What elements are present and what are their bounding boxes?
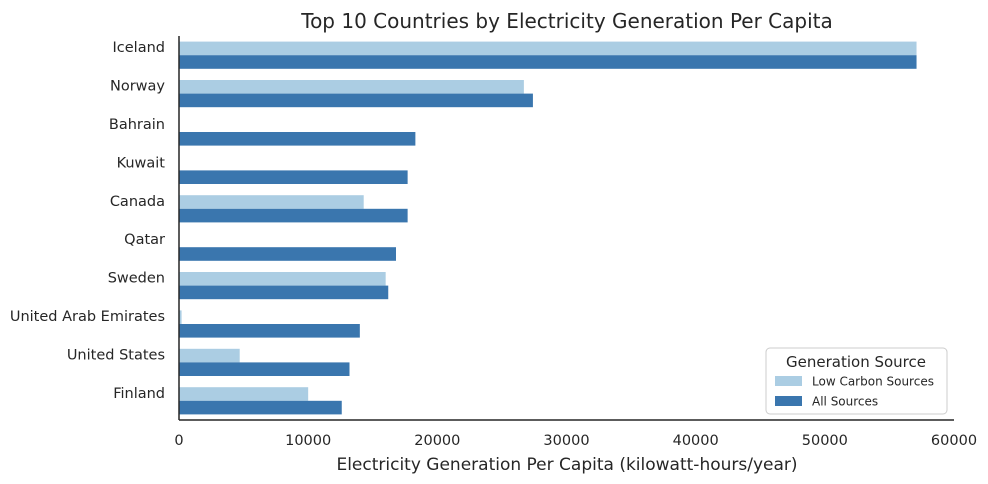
chart-title: Top 10 Countries by Electricity Generati… <box>300 9 833 33</box>
bar-low-carbon-canada <box>179 195 364 209</box>
legend-label-all-sources: All Sources <box>812 395 878 409</box>
x-tick-label: 50000 <box>802 433 848 449</box>
bar-low-carbon-norway <box>179 80 524 94</box>
legend-swatch-all-sources <box>775 396 802 406</box>
legend-swatch-low-carbon <box>775 376 802 386</box>
bar-low-carbon-united-states <box>179 348 240 363</box>
bar-low-carbon-finland <box>179 387 309 401</box>
legend-frame <box>765 347 948 415</box>
bar-all-sources-iceland <box>179 55 917 69</box>
y-tick-label: Iceland <box>113 40 165 56</box>
bar-all-sources-qatar <box>179 247 396 261</box>
x-axis-label: Electricity Generation Per Capita (kilow… <box>336 455 797 475</box>
bar-low-carbon-iceland <box>179 41 917 56</box>
x-tick-label: 20000 <box>414 433 460 449</box>
legend-title: Generation Source <box>786 353 926 371</box>
bar-all-sources-bahrain <box>179 132 416 146</box>
y-tick-label: Finland <box>113 386 165 402</box>
y-tick-label: United States <box>67 347 165 363</box>
y-ticks: Iceland Norway Bahrain Kuwait Canada Qatar Swe… <box>10 40 166 402</box>
bar-low-carbon-united-arab-emirates <box>179 310 182 324</box>
x-tick-label: 30000 <box>543 433 589 449</box>
bar-all-sources-kuwait <box>179 170 408 184</box>
y-tick-label: Canada <box>110 194 165 210</box>
x-tick-label: 10000 <box>285 433 331 449</box>
bar-all-sources-sweden <box>179 285 389 300</box>
y-tick-label: Kuwait <box>117 155 166 171</box>
bar-all-sources-finland <box>179 400 342 415</box>
y-tick-label: Norway <box>110 79 165 95</box>
y-tick-label: United Arab Emirates <box>10 309 165 325</box>
axes-layer <box>178 36 954 421</box>
x-tick-label: 40000 <box>673 433 719 449</box>
bar-all-sources-canada <box>179 208 408 223</box>
y-tick-label: Sweden <box>108 271 165 287</box>
bar-low-carbon-sweden <box>179 272 386 286</box>
bars-layer <box>179 41 917 415</box>
x-tick-label: 0 <box>174 433 183 449</box>
legend-label-low-carbon: Low Carbon Sources <box>812 375 934 389</box>
bar-all-sources-united-arab-emirates <box>179 324 360 338</box>
bar-all-sources-united-states <box>179 362 350 376</box>
y-tick-label: Bahrain <box>109 117 165 133</box>
bar-all-sources-norway <box>179 93 533 108</box>
x-tick-label: 60000 <box>931 433 977 449</box>
legend: Generation Source Low Carbon Sources All … <box>765 347 948 415</box>
x-ticks: 0 10000 20000 30000 40000 50000 60000 <box>174 433 977 449</box>
y-tick-label: Qatar <box>124 232 165 248</box>
